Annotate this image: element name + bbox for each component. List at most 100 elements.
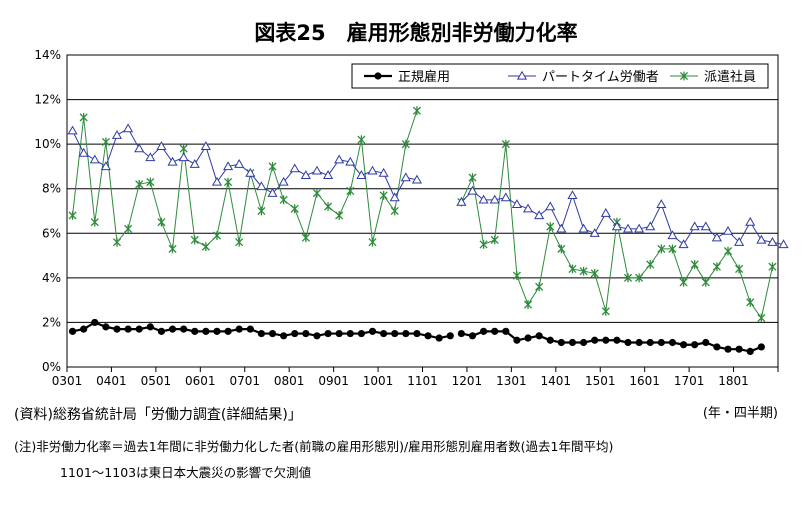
data-point xyxy=(345,156,356,166)
data-point xyxy=(235,237,244,247)
data-point xyxy=(245,167,256,177)
data-point xyxy=(735,264,744,274)
data-point xyxy=(157,327,166,335)
data-point xyxy=(712,262,721,272)
data-point xyxy=(611,221,622,231)
data-point xyxy=(467,185,478,195)
data-point xyxy=(367,165,378,175)
y-tick-label: 6% xyxy=(42,226,61,240)
data-point xyxy=(646,260,655,269)
data-point xyxy=(90,217,99,227)
data-point xyxy=(456,196,467,206)
data-point xyxy=(490,235,499,245)
data-point xyxy=(246,325,254,333)
data-point xyxy=(378,167,389,177)
data-point xyxy=(667,230,678,240)
data-point xyxy=(435,334,443,342)
y-tick-label: 10% xyxy=(34,137,61,151)
data-point xyxy=(489,194,500,204)
series-line xyxy=(461,330,762,353)
series-layer xyxy=(67,106,789,355)
data-point xyxy=(412,106,422,116)
data-point xyxy=(256,181,267,191)
series-line xyxy=(72,127,418,199)
data-point xyxy=(513,336,521,344)
legend-label: パートタイム労働者 xyxy=(542,70,659,85)
data-point xyxy=(424,332,432,340)
data-point xyxy=(124,325,132,333)
data-point xyxy=(634,223,645,233)
data-point xyxy=(500,192,511,202)
data-point xyxy=(212,231,222,240)
series-line xyxy=(72,110,418,250)
data-point xyxy=(590,269,599,278)
data-point xyxy=(635,338,643,347)
data-point xyxy=(191,327,199,335)
data-point xyxy=(757,313,766,323)
missing-data-note: 1101～1103は東日本大震災の影響で欠測値 xyxy=(60,465,312,480)
data-point xyxy=(468,173,477,182)
data-point xyxy=(478,194,489,204)
x-tick-label: 0701 xyxy=(229,374,260,388)
data-point xyxy=(268,162,277,171)
data-point xyxy=(767,236,778,246)
data-point xyxy=(745,216,756,226)
data-point xyxy=(135,179,144,189)
data-point xyxy=(346,329,354,338)
legend-entry: パートタイム労働者 xyxy=(508,70,659,85)
data-point xyxy=(668,338,677,347)
data-point xyxy=(757,343,765,351)
data-point xyxy=(389,192,400,202)
data-point xyxy=(168,244,177,254)
definition-note: (注)非労働力化率＝過去1年間に非労働力化した者(前職の雇用形態別)/雇用形態別… xyxy=(14,439,614,454)
data-point xyxy=(446,332,454,340)
data-point xyxy=(601,306,610,316)
data-point xyxy=(756,234,767,244)
data-point xyxy=(67,125,78,135)
data-point xyxy=(134,143,145,153)
data-point xyxy=(291,329,299,338)
x-tick-label: 0401 xyxy=(96,374,127,388)
data-point xyxy=(213,327,221,335)
legend-box xyxy=(351,63,769,89)
x-tick-label: 1401 xyxy=(541,374,572,388)
data-point xyxy=(646,338,654,347)
x-tick-label: 0601 xyxy=(185,374,216,388)
data-point xyxy=(135,325,143,333)
data-point xyxy=(635,273,644,283)
data-point xyxy=(313,332,321,340)
y-tick-label: 12% xyxy=(34,93,61,107)
data-point xyxy=(567,190,578,200)
data-point xyxy=(722,225,734,235)
data-point xyxy=(190,235,199,245)
data-point xyxy=(645,221,656,231)
data-point xyxy=(591,336,599,344)
data-point xyxy=(111,130,123,139)
data-point xyxy=(68,211,77,220)
data-point xyxy=(357,329,365,338)
data-point xyxy=(280,332,288,340)
legend: 正規雇用 パートタイム労働者 派遣社員 xyxy=(351,63,769,89)
data-point xyxy=(535,332,543,340)
data-point xyxy=(578,223,589,233)
data-point xyxy=(234,158,245,168)
data-point xyxy=(734,236,745,246)
data-point xyxy=(411,174,423,184)
x-tick-label: 1801 xyxy=(718,374,749,388)
data-point xyxy=(123,123,134,133)
data-point xyxy=(746,297,755,307)
y-tick-label: 14% xyxy=(34,48,61,62)
data-point xyxy=(368,327,377,335)
data-point xyxy=(113,325,121,333)
data-point xyxy=(512,271,521,281)
data-point xyxy=(613,336,621,344)
data-point xyxy=(413,329,421,338)
data-point xyxy=(391,329,399,338)
data-point xyxy=(768,262,777,272)
data-point xyxy=(178,152,189,162)
data-point xyxy=(324,329,332,338)
data-point xyxy=(679,277,688,287)
data-point xyxy=(279,195,288,205)
axis-layer: 0% 2% 4% 6% 8% 10% 12% 14% 0301 0401 0501 0601 0701 0… xyxy=(34,48,779,388)
